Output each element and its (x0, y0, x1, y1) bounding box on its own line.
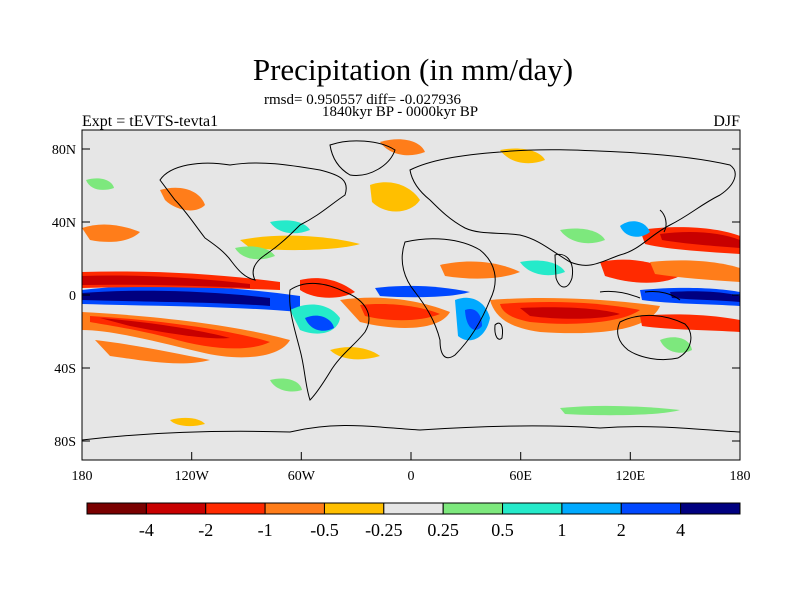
lon-label: 120W (175, 469, 210, 484)
lat-label: 0 (69, 289, 76, 304)
precip-region (670, 291, 740, 302)
colorbar-swatch (145, 502, 207, 515)
precip-region (560, 405, 680, 416)
precip-region (240, 235, 360, 251)
precip-region (86, 178, 114, 190)
period-subtitle: 1840kyr BP - 0000kyr BP (322, 104, 479, 120)
colorbar-label: -0.5 (310, 520, 339, 540)
precip-region (270, 220, 310, 234)
lon-label: 180 (730, 469, 751, 484)
precip-region (100, 318, 230, 339)
colorbar-swatch (680, 502, 741, 515)
experiment-label: Expt = tEVTS-tevta1 (82, 113, 219, 130)
lat-label: 40S (54, 362, 76, 377)
lat-label: 40N (52, 216, 76, 231)
precip-anomaly-field (82, 139, 740, 427)
precip-region (160, 187, 205, 211)
precip-region (235, 246, 275, 260)
lon-label: 60E (509, 469, 532, 484)
colorbar-swatch (323, 502, 385, 515)
stats-subtitle: rmsd= 0.950557 diff= -0.027936 (264, 92, 462, 108)
lon-ticks (81, 452, 741, 460)
precip-region (370, 182, 420, 212)
colorbar-label: 2 (616, 520, 626, 540)
lon-label: 120E (616, 469, 646, 484)
colorbar-label: -2 (198, 520, 214, 540)
colorbar-swatch (442, 502, 504, 515)
colorbar-label: 4 (676, 520, 686, 540)
lat-label: 80S (54, 435, 76, 450)
lon-label: 180 (72, 469, 93, 484)
precip-region (620, 221, 650, 237)
precip-region (375, 285, 470, 298)
precip-region (270, 378, 302, 392)
precip-region (170, 417, 205, 427)
coastlines (82, 140, 740, 441)
lat-label: 80N (52, 143, 76, 158)
precip-region (600, 259, 680, 283)
precip-region (500, 148, 545, 164)
precip-region (640, 314, 740, 332)
colorbar-swatch (502, 502, 563, 515)
precip-region (82, 275, 250, 288)
precip-region (440, 261, 520, 279)
colorbar-label: 0.5 (491, 520, 514, 540)
colorbar-label: 0.25 (427, 520, 459, 540)
colorbar-swatch (205, 502, 266, 515)
colorbar-swatch (86, 502, 147, 515)
precip-region (305, 315, 334, 331)
colorbar-label: -4 (138, 520, 154, 540)
lon-label: 60W (288, 469, 316, 484)
lon-label: 0 (408, 469, 415, 484)
chart-title: Precipitation (in mm/day) (252, 52, 574, 87)
precip-region (660, 337, 692, 353)
precip-region (82, 224, 140, 242)
colorbar-label: -1 (257, 520, 273, 540)
precip-region (660, 232, 740, 248)
precip-region (520, 307, 620, 319)
precip-region (520, 260, 565, 276)
season-label: DJF (713, 113, 740, 130)
colorbar-swatch (620, 502, 682, 515)
colorbar-swatch (383, 502, 444, 515)
colorbar-label: -0.25 (365, 520, 403, 540)
lat-ticks (82, 148, 740, 442)
colorbar-swatch (561, 502, 622, 515)
precip-region (650, 260, 740, 282)
precip-region (95, 340, 210, 364)
colorbar-swatch (264, 502, 325, 515)
precip-region (380, 139, 425, 156)
colorbar (86, 502, 741, 515)
precip-region (82, 290, 270, 306)
precip-region (560, 228, 605, 244)
colorbar-label: 1 (557, 520, 567, 540)
precip-region (360, 304, 440, 321)
